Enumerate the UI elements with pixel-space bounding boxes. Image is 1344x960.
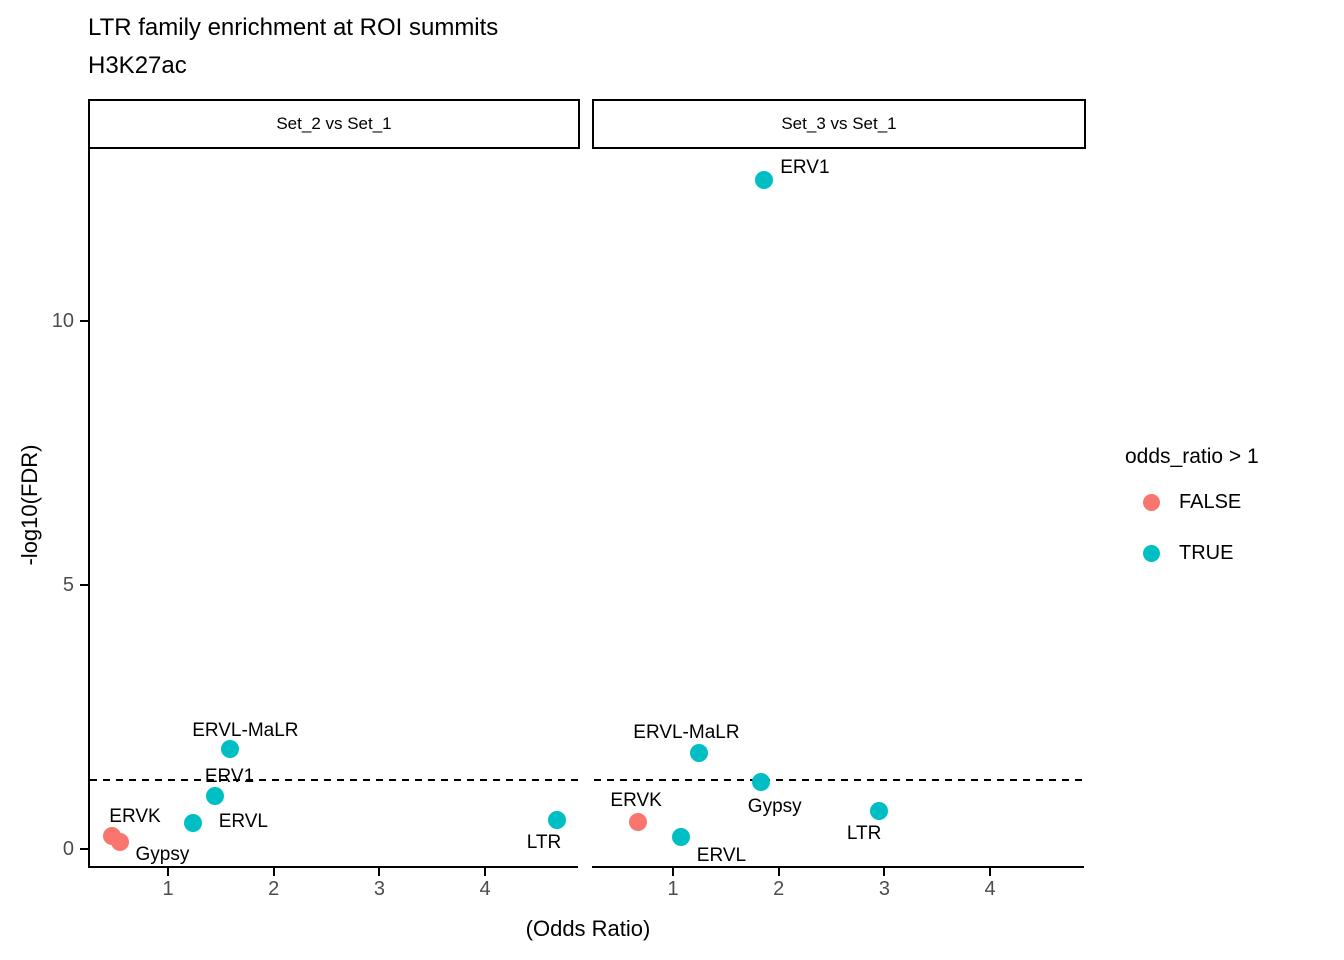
y-axis-tick-label: 0 — [62, 838, 74, 860]
y-axis-title: -log10(FDR) — [17, 444, 42, 566]
y-axis-line — [88, 149, 90, 868]
x-axis-tick — [883, 868, 886, 876]
data-point-label: LTR — [846, 822, 882, 844]
data-point-ervl-malr — [690, 743, 709, 762]
facet-strip-label: Set_2 vs Set_1 — [276, 114, 392, 133]
legend-swatch-false-icon — [1143, 494, 1160, 511]
x-axis-tick-label: 3 — [373, 878, 385, 900]
data-point-label: ERVL — [218, 811, 269, 833]
data-point-ervl — [672, 827, 691, 846]
legend: odds_ratio > 1 FALSE TRUE — [1125, 445, 1259, 593]
data-point-gypsy — [751, 772, 770, 791]
x-axis-tick — [484, 868, 487, 876]
legend-label-true: TRUE — [1179, 542, 1234, 564]
data-point-label: ERVK — [109, 805, 161, 827]
data-point-ervl — [184, 814, 203, 833]
data-point-label: Gypsy — [135, 844, 190, 866]
x-axis-tick-label: 2 — [773, 878, 785, 900]
x-axis-line — [592, 866, 1084, 868]
y-axis-tick-label: 5 — [62, 574, 74, 596]
legend-swatch-true-icon — [1143, 545, 1160, 562]
legend-label-false: FALSE — [1179, 491, 1242, 513]
legend-title: odds_ratio > 1 — [1125, 445, 1259, 468]
x-axis-tick — [777, 868, 780, 876]
data-point-label: ERVL-MaLR — [192, 720, 299, 742]
data-point-erv1 — [754, 171, 773, 190]
data-point-label: Gypsy — [747, 795, 802, 817]
x-axis-tick — [378, 868, 381, 876]
x-axis-tick-label: 4 — [479, 878, 491, 900]
x-axis-tick-label: 2 — [268, 878, 280, 900]
x-axis-tick-label: 1 — [162, 878, 174, 900]
x-axis-tick — [167, 868, 169, 876]
data-point-ltr — [547, 810, 566, 829]
y-axis-tick — [80, 584, 88, 586]
data-point-label: ERVK — [610, 790, 662, 812]
data-point-label: ERVL-MaLR — [633, 721, 740, 743]
data-point-ltr — [870, 801, 889, 820]
legend-item-false: FALSE — [1125, 491, 1259, 514]
x-axis-tick — [672, 868, 674, 876]
y-axis-tick — [80, 848, 88, 850]
legend-item-true: TRUE — [1125, 542, 1259, 565]
facet-strip: Set_2 vs Set_1 — [88, 99, 580, 149]
data-point-label: ERV1 — [780, 157, 830, 179]
chart-title: LTR family enrichment at ROI summits — [88, 14, 499, 41]
data-point-label: ERV1 — [204, 766, 255, 788]
x-axis-title: (Odds Ratio) — [525, 916, 651, 941]
data-point-gypsy — [111, 833, 130, 852]
data-point-ervk — [629, 813, 648, 832]
facet-strip: Set_3 vs Set_1 — [592, 99, 1086, 149]
x-axis-tick — [272, 868, 275, 876]
data-point-label: LTR — [526, 831, 562, 853]
data-point-label: ERVL — [696, 844, 747, 866]
data-point-erv1 — [205, 787, 224, 806]
significance-threshold-line — [90, 779, 578, 782]
facet-strip-label: Set_3 vs Set_1 — [781, 114, 897, 133]
x-axis-tick-label: 3 — [878, 878, 890, 900]
x-axis-line — [88, 866, 578, 868]
data-point-ervl-malr — [221, 740, 240, 759]
significance-threshold-line — [594, 779, 1084, 782]
x-axis-tick-label: 1 — [667, 878, 679, 900]
x-axis-tick-label: 4 — [984, 878, 996, 900]
chart-subtitle: H3K27ac — [88, 52, 187, 79]
x-axis-tick — [989, 868, 992, 876]
y-axis-tick-label: 10 — [51, 310, 74, 332]
y-axis-tick — [80, 320, 88, 322]
